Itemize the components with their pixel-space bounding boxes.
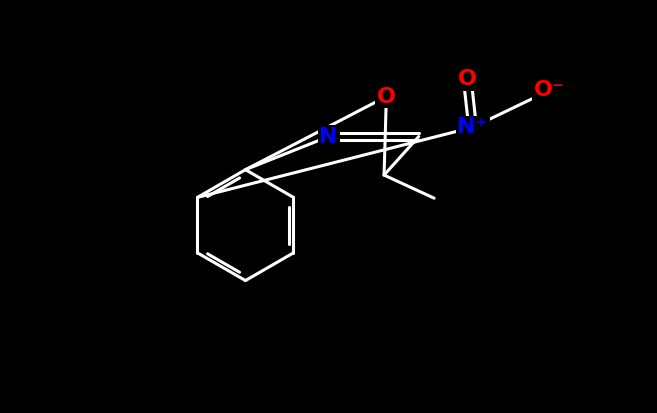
- Text: O⁻: O⁻: [534, 81, 565, 100]
- Text: O: O: [377, 87, 396, 107]
- Text: O: O: [458, 69, 477, 89]
- Text: N: N: [319, 126, 338, 147]
- Text: N⁺: N⁺: [457, 117, 487, 138]
